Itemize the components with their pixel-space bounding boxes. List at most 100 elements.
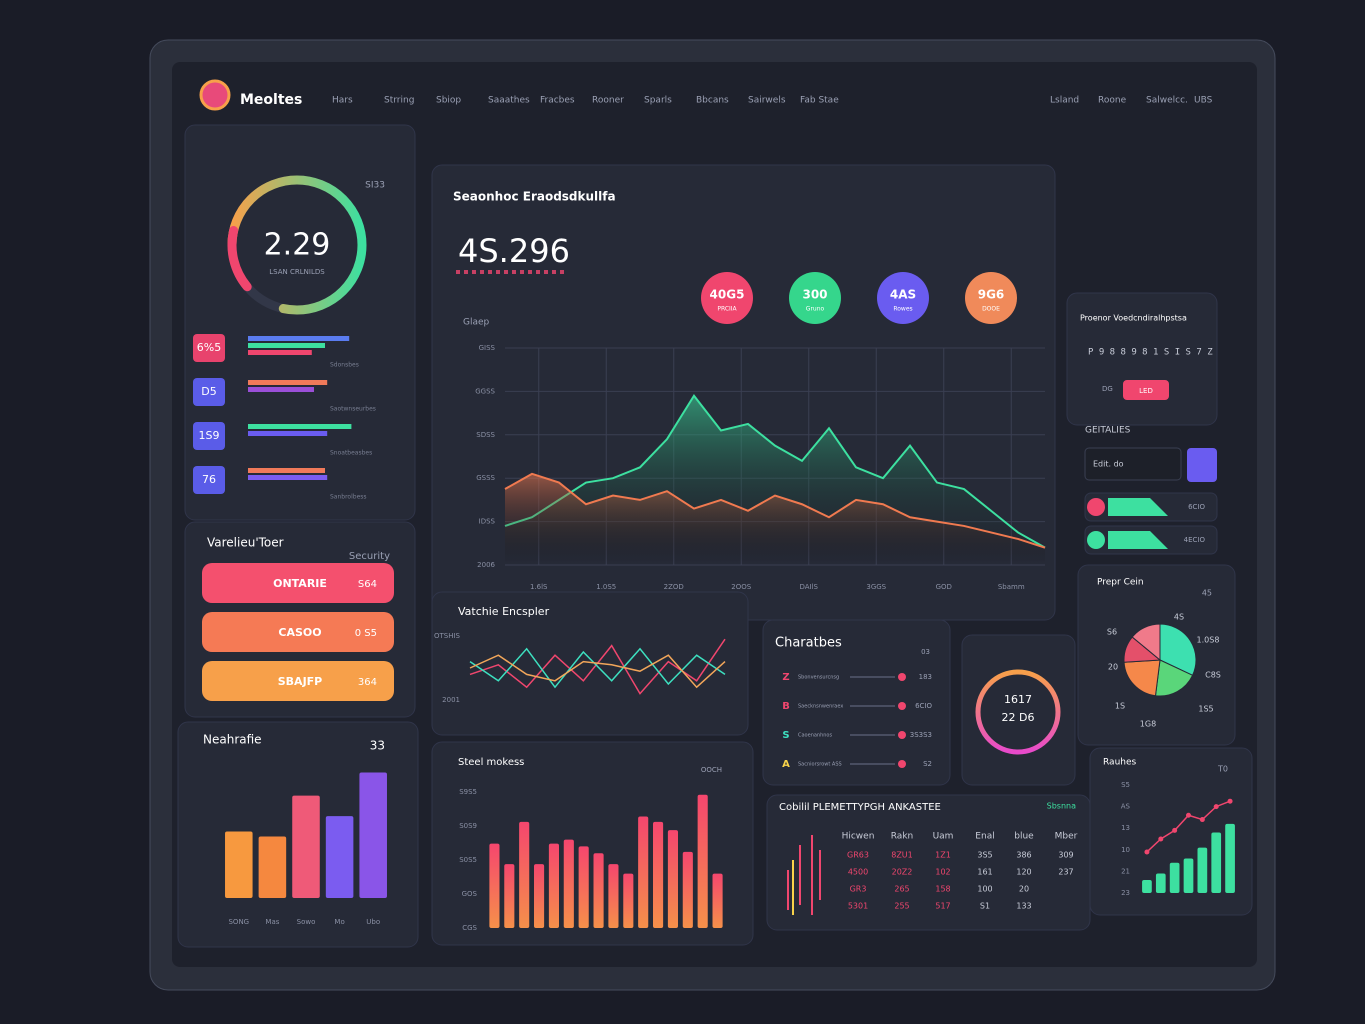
badge-label: 4AS	[890, 288, 916, 302]
button[interactable]	[202, 612, 394, 652]
list-value: 183	[919, 673, 932, 681]
progress-bar	[248, 431, 328, 436]
toggle[interactable]	[1087, 498, 1105, 516]
x-tick-label: SONG	[228, 918, 249, 926]
overlay-point	[1227, 798, 1233, 804]
table-cell: 100	[977, 885, 992, 894]
y-label: 2001	[442, 696, 460, 704]
nav-item: Bbcans	[696, 96, 729, 106]
overlay-point	[1199, 817, 1205, 823]
toggle[interactable]	[1087, 531, 1105, 549]
pie-label: S6	[1107, 628, 1117, 637]
pie-label: 1G8	[1140, 720, 1156, 729]
x-tick-label: Sowo	[297, 918, 316, 926]
overlay-point	[1172, 827, 1178, 833]
bar	[608, 864, 619, 928]
button-label: LED	[1139, 387, 1153, 395]
progress-bar	[248, 343, 325, 348]
button[interactable]	[202, 661, 394, 701]
y-label: OTSHIS	[434, 632, 461, 640]
overlay-point	[1186, 812, 1191, 818]
pie-label: 20	[1108, 663, 1118, 672]
badge-label: D5	[201, 385, 216, 398]
input[interactable]	[1084, 447, 1182, 481]
bar	[489, 843, 500, 928]
input-text: Edit. do	[1093, 460, 1124, 469]
y-label: GISS	[479, 344, 496, 352]
table-cell: GR3	[850, 885, 867, 894]
panel-aside: Sbsnna	[1047, 802, 1076, 811]
panel-title: Seaonhoc Eraodsdkullfa	[453, 190, 616, 204]
section-title: GEITALIES	[1085, 426, 1131, 436]
nav-item: Fracbes	[540, 96, 575, 106]
toggle-value: 6CIO	[1188, 503, 1205, 511]
nav-item: Lsland	[1050, 96, 1079, 106]
pie-label: 4S	[1174, 613, 1184, 622]
button-value: 0 S5	[355, 628, 377, 639]
badge	[193, 378, 225, 406]
kpi-dash	[544, 270, 548, 274]
table-cell: 386	[1016, 851, 1031, 860]
x-label: Sbamm	[998, 583, 1025, 591]
badge-circle	[877, 272, 929, 324]
list-icon: S	[782, 730, 789, 741]
x-tick-label: Mas	[265, 918, 279, 926]
y-label: 13	[1121, 824, 1130, 832]
pie-label: 1S5	[1198, 705, 1213, 714]
pie-label: 1S	[1115, 702, 1125, 711]
overlay-point	[1213, 804, 1219, 810]
kpi-dash	[480, 270, 484, 274]
bar	[1142, 880, 1152, 893]
panel	[762, 619, 951, 786]
y-label: S9S5	[459, 788, 477, 796]
button[interactable]	[1123, 380, 1169, 400]
bar	[697, 794, 708, 928]
list-icon: Z	[782, 672, 789, 683]
y-label: S0S9	[459, 822, 477, 830]
panel-title: Varelieu'Toer	[207, 536, 284, 550]
overlay-point	[1144, 849, 1150, 855]
bar	[1155, 873, 1166, 893]
nav-item: Rooner	[592, 96, 624, 106]
icon-button[interactable]	[1187, 448, 1217, 482]
bar	[667, 830, 678, 928]
table-cell: 265	[894, 885, 909, 894]
panel-title: Cobilil PLEMETTYPGH ANKASTEE	[779, 802, 941, 813]
panel-aside: OOCH	[701, 766, 722, 774]
x-tick-label: Ubo	[366, 918, 380, 926]
bar	[548, 843, 559, 928]
badge-label: 1S9	[199, 429, 220, 442]
x-tick-label: Mo	[334, 918, 344, 926]
panel	[961, 634, 1076, 786]
bar	[1211, 832, 1222, 893]
kpi-dash	[456, 270, 460, 274]
badge-label: 9G6	[978, 288, 1005, 302]
panel-title: Prepr Cein	[1097, 578, 1144, 588]
table-cell: 3S5	[977, 851, 992, 860]
y-label: AS	[1121, 803, 1131, 811]
x-label: GOD	[936, 583, 952, 591]
x-label: 3GGS	[866, 583, 886, 591]
table-cell: 158	[935, 885, 950, 894]
y-label: SDSS	[476, 431, 495, 439]
button-label: SBAJFP	[278, 675, 323, 688]
table-cell: S1	[980, 902, 990, 911]
table-cell: 102	[935, 868, 950, 877]
bar	[519, 821, 530, 928]
button[interactable]	[202, 563, 394, 603]
pie-slice	[1154, 659, 1194, 697]
bar	[359, 772, 387, 898]
bar	[504, 864, 515, 928]
panel-title: Rauhes	[1103, 758, 1137, 768]
badge-sub: PRCIIA	[717, 306, 737, 313]
toggle-bar	[1108, 498, 1168, 516]
list-dot	[898, 731, 906, 739]
gauge-corner: SI33	[365, 181, 385, 191]
badge-circle	[965, 272, 1017, 324]
gauge-caption: LSAN CRLNILDS	[269, 268, 325, 276]
table-header: Uam	[933, 832, 954, 842]
table-cell: 309	[1058, 851, 1073, 860]
progress-bar	[248, 424, 352, 429]
table-cell: 255	[894, 902, 909, 911]
